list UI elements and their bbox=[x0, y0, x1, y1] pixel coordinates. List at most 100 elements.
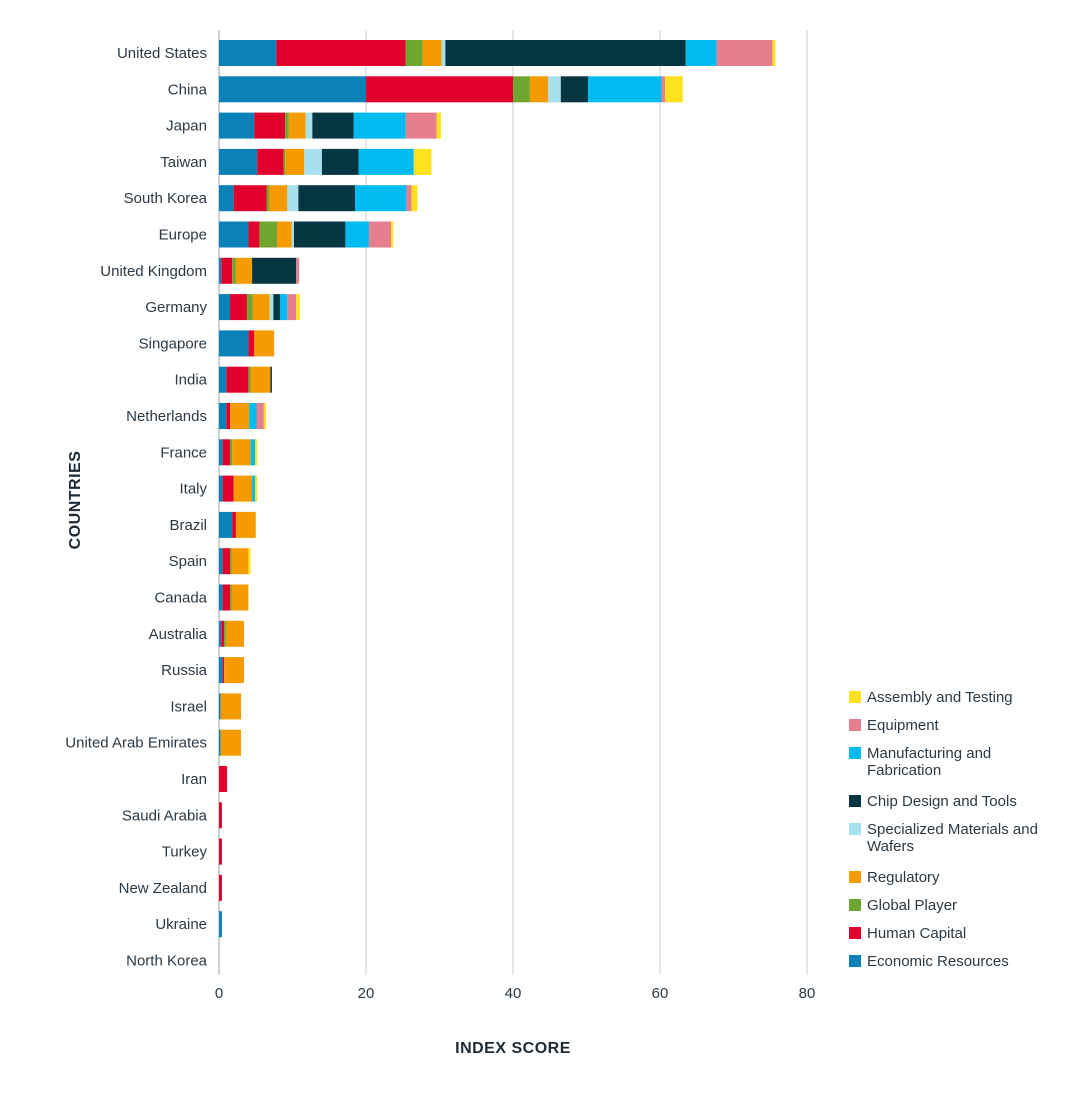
bar-segment bbox=[255, 439, 258, 466]
bar-segment bbox=[219, 729, 221, 756]
bar-segment bbox=[353, 112, 406, 139]
bar-segment bbox=[226, 366, 249, 393]
legend-swatch bbox=[849, 955, 861, 967]
legend-swatch bbox=[849, 795, 861, 807]
bar-segment bbox=[219, 112, 255, 139]
bar-segment bbox=[219, 838, 222, 865]
bar-segment bbox=[219, 76, 366, 103]
legend-swatch bbox=[849, 871, 861, 883]
bar-segment bbox=[222, 657, 225, 684]
bar-segment bbox=[560, 76, 588, 103]
bar-segment bbox=[276, 40, 406, 66]
x-axis-title: INDEX SCORE bbox=[455, 1040, 571, 1057]
category-label: Europe bbox=[159, 227, 207, 244]
bar-segment bbox=[283, 148, 286, 175]
legend-label: Manufacturing and Fabrication bbox=[867, 745, 991, 779]
bar-segment bbox=[235, 511, 256, 538]
bar-segment bbox=[219, 584, 223, 611]
bar-segment bbox=[232, 439, 251, 466]
bar-segment bbox=[285, 112, 289, 139]
bar-segment bbox=[390, 221, 394, 248]
legend-label: Specialized Materials and Wafers bbox=[867, 821, 1038, 855]
bar-segment bbox=[257, 148, 284, 175]
category-label: Israel bbox=[170, 698, 207, 715]
category-label: Germany bbox=[145, 299, 207, 316]
bar-segment bbox=[219, 548, 223, 575]
x-tick-label: 20 bbox=[358, 985, 375, 1002]
bar-segment bbox=[219, 620, 222, 647]
legend-swatch bbox=[849, 691, 861, 703]
category-label: China bbox=[168, 81, 208, 98]
legend-label: Regulatory bbox=[867, 869, 940, 886]
bar-segment bbox=[222, 439, 231, 466]
bar-segment bbox=[230, 294, 247, 321]
bar-segment bbox=[587, 76, 662, 103]
category-label: New Zealand bbox=[119, 880, 207, 897]
bar-segment bbox=[772, 40, 776, 66]
bar-segment bbox=[248, 548, 251, 575]
category-labels: United States China Japan Taiwan South Korea… bbox=[65, 45, 207, 970]
bar-segment bbox=[222, 584, 231, 611]
bar-segment bbox=[250, 439, 256, 466]
bar-segment bbox=[296, 257, 300, 284]
bar-segment bbox=[345, 221, 369, 248]
bar-segment bbox=[321, 148, 359, 175]
bar-segment bbox=[304, 148, 322, 175]
bar-segment bbox=[220, 693, 242, 720]
bar-segment bbox=[298, 185, 355, 212]
bar-segment bbox=[255, 475, 258, 502]
category-label: Brazil bbox=[169, 517, 207, 534]
legend-swatch bbox=[849, 927, 861, 939]
bar-segment bbox=[354, 185, 407, 212]
bar-segment bbox=[219, 475, 223, 502]
category-label: South Korea bbox=[124, 190, 208, 207]
legend-swatch bbox=[849, 823, 861, 835]
category-label: Netherlands bbox=[126, 408, 207, 425]
category-label: United Arab Emirates bbox=[65, 735, 207, 752]
legend-label: Global Player bbox=[867, 897, 957, 914]
category-label: Japan bbox=[166, 118, 207, 135]
category-label: Iran bbox=[181, 771, 207, 788]
bar-segment bbox=[222, 548, 231, 575]
bar-segment bbox=[513, 76, 530, 103]
bar-segment bbox=[366, 76, 513, 103]
bar-segment bbox=[219, 257, 222, 284]
bar-segment bbox=[219, 911, 222, 938]
bar-segment bbox=[406, 185, 412, 212]
category-label: Singapore bbox=[139, 335, 207, 352]
bar-segment bbox=[219, 874, 222, 901]
category-label: Canada bbox=[154, 590, 207, 607]
bar-segment bbox=[685, 40, 717, 66]
y-axis-title: COUNTRIES bbox=[67, 451, 84, 550]
category-label: Taiwan bbox=[160, 154, 207, 171]
bar-segment bbox=[226, 620, 244, 647]
bar-segment bbox=[219, 330, 249, 357]
bar-segment bbox=[716, 40, 773, 66]
bar-segment bbox=[248, 366, 251, 393]
bar-segment bbox=[296, 294, 300, 321]
bar-segment bbox=[219, 185, 234, 212]
bar-segment bbox=[230, 439, 233, 466]
bar-segment bbox=[422, 40, 442, 66]
bar-segment bbox=[280, 294, 288, 321]
x-tick-label: 80 bbox=[799, 985, 816, 1002]
bar-segment bbox=[273, 294, 281, 321]
bar-segment bbox=[259, 221, 278, 248]
legend-swatch bbox=[849, 899, 861, 911]
bar-segment bbox=[287, 294, 297, 321]
bar-segment bbox=[254, 112, 286, 139]
bar-segment bbox=[252, 257, 297, 284]
bar-segment bbox=[231, 584, 249, 611]
bar-segment bbox=[219, 366, 227, 393]
bar-segment bbox=[268, 185, 288, 212]
bar-segment bbox=[661, 76, 666, 103]
bar-segment bbox=[219, 766, 228, 792]
bar-segment bbox=[288, 112, 306, 139]
bar-segment bbox=[232, 257, 236, 284]
bar-segment bbox=[441, 40, 446, 66]
bar-segment bbox=[445, 40, 686, 66]
category-label: Spain bbox=[169, 553, 207, 570]
bar-segment bbox=[548, 76, 561, 103]
legend-swatch bbox=[849, 747, 861, 759]
bar-segment bbox=[287, 185, 299, 212]
